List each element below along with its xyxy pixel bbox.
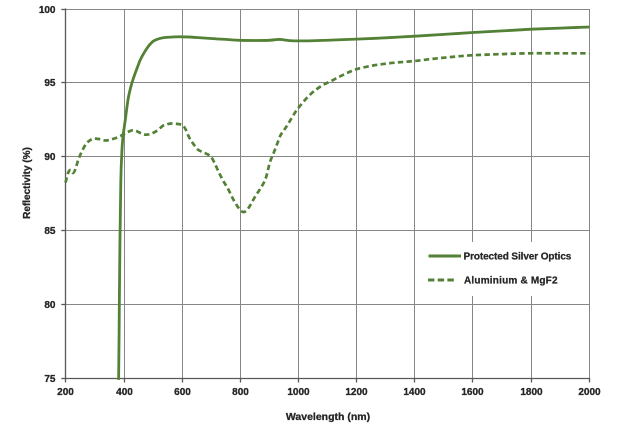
svg-text:200: 200 <box>57 387 74 398</box>
svg-text:1800: 1800 <box>520 387 543 398</box>
svg-text:95: 95 <box>44 78 56 89</box>
svg-text:Protected Silver Optics: Protected Silver Optics <box>464 252 572 263</box>
svg-text:1200: 1200 <box>345 387 368 398</box>
svg-text:85: 85 <box>44 226 56 237</box>
svg-text:75: 75 <box>44 374 56 385</box>
svg-text:Wavelength (nm): Wavelength (nm) <box>286 411 370 423</box>
svg-text:1000: 1000 <box>287 387 310 398</box>
svg-text:400: 400 <box>116 387 133 398</box>
svg-text:Reflectivity (%): Reflectivity (%) <box>22 147 33 219</box>
svg-text:80: 80 <box>44 300 56 311</box>
svg-text:1600: 1600 <box>461 387 484 398</box>
svg-text:Aluminium & MgF2: Aluminium & MgF2 <box>464 276 558 287</box>
svg-text:2000: 2000 <box>578 387 601 398</box>
svg-text:100: 100 <box>39 5 56 16</box>
svg-text:90: 90 <box>44 152 56 163</box>
svg-text:1400: 1400 <box>403 387 426 398</box>
svg-text:800: 800 <box>232 387 249 398</box>
svg-text:600: 600 <box>174 387 191 398</box>
